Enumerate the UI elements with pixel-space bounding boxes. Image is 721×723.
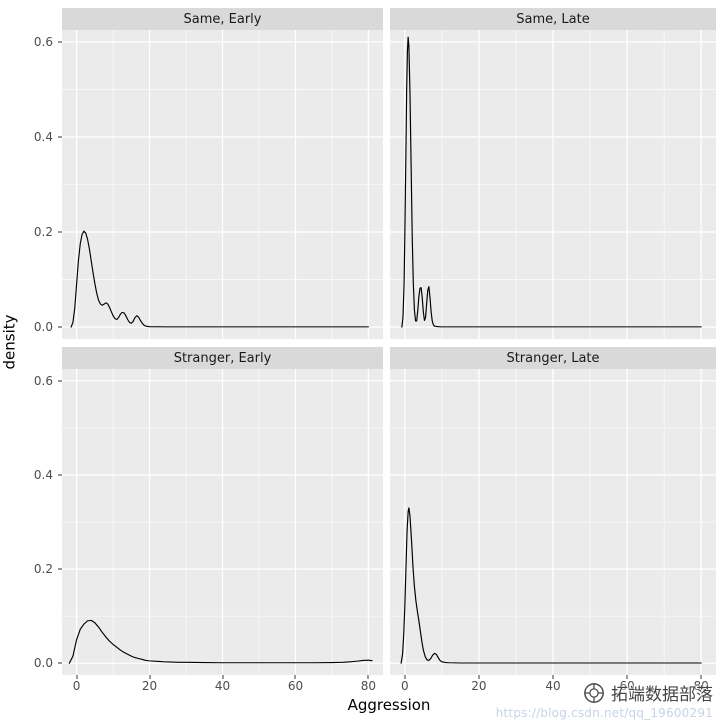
y-tick-label: 0.2 bbox=[33, 562, 53, 577]
x-tick-mark bbox=[367, 675, 369, 679]
x-tick-label: 20 bbox=[471, 679, 487, 693]
y-tick-label: 0.4 bbox=[33, 467, 53, 482]
facet-panel-stranger-late: Stranger, Late bbox=[390, 347, 716, 675]
x-tick-label: 0 bbox=[400, 679, 409, 693]
x-tick-label: 40 bbox=[545, 679, 561, 693]
facet-strip-label: Stranger, Late bbox=[506, 350, 600, 366]
plot-area-stranger-early bbox=[62, 369, 383, 675]
y-tick-label: 0.2 bbox=[33, 225, 53, 240]
watermark-url: https://blog.csdn.net/qq_19600291 bbox=[495, 706, 713, 720]
x-tick-mark bbox=[626, 675, 628, 679]
y-tick-mark bbox=[58, 41, 62, 43]
x-tick-mark bbox=[552, 675, 554, 679]
y-tick-label: 0.0 bbox=[33, 320, 53, 335]
y-tick-mark bbox=[58, 231, 62, 233]
x-tick-label: 40 bbox=[214, 679, 231, 693]
y-tick-mark bbox=[58, 474, 62, 476]
x-tick-mark bbox=[700, 675, 702, 679]
facet-panel-stranger-early: Stranger, Early bbox=[62, 347, 383, 675]
y-tick-mark bbox=[58, 662, 62, 664]
y-axis-ticks-row2: 0.0 0.2 0.4 0.6 bbox=[18, 369, 62, 675]
x-tick-label: 80 bbox=[360, 679, 377, 693]
y-axis-title-text: density bbox=[0, 314, 18, 369]
facet-strip-same-early: Same, Early bbox=[62, 8, 383, 30]
x-tick-mark bbox=[404, 675, 406, 679]
y-axis-ticks-row1: 0.0 0.2 0.4 0.6 bbox=[18, 30, 62, 339]
x-tick-label: 60 bbox=[619, 679, 635, 693]
x-tick-mark bbox=[478, 675, 480, 679]
facet-strip-same-late: Same, Late bbox=[390, 8, 716, 30]
x-tick-label: 80 bbox=[693, 679, 709, 693]
x-tick-label: 0 bbox=[72, 679, 81, 693]
facet-strip-label: Same, Early bbox=[183, 11, 262, 27]
plot-area-same-early bbox=[62, 30, 383, 339]
y-tick-mark bbox=[58, 326, 62, 328]
facet-panel-same-late: Same, Late bbox=[390, 8, 716, 339]
watermark-brand-row: 拓端数据部落 bbox=[496, 680, 713, 705]
plot-area-stranger-late bbox=[390, 369, 716, 675]
watermark-brand: 拓端数据部落 bbox=[611, 685, 713, 705]
x-tick-mark bbox=[294, 675, 296, 679]
x-axis-ticks-col1: 0 20 40 60 80 bbox=[62, 675, 383, 697]
plot-area-same-late bbox=[390, 30, 716, 339]
facet-strip-label: Stranger, Early bbox=[173, 350, 272, 366]
x-tick-mark bbox=[222, 675, 223, 679]
x-tick-label: 60 bbox=[287, 679, 304, 693]
density-curve-chart bbox=[62, 30, 383, 339]
x-axis-title: Aggression bbox=[347, 696, 431, 714]
y-tick-label: 0.6 bbox=[33, 373, 53, 388]
watermark-logo-icon bbox=[583, 682, 605, 704]
density-curve-chart bbox=[390, 369, 716, 675]
x-tick-label: 20 bbox=[141, 679, 158, 693]
x-tick-mark bbox=[76, 675, 78, 679]
x-tick-mark bbox=[149, 675, 151, 679]
facet-strip-stranger-early: Stranger, Early bbox=[62, 347, 383, 369]
y-tick-mark bbox=[58, 380, 62, 382]
y-axis-title: density bbox=[0, 8, 18, 675]
watermark: 拓端数据部落 https://blog.csdn.net/qq_19600291 bbox=[496, 680, 713, 720]
density-curve-chart bbox=[62, 369, 383, 675]
facet-strip-stranger-late: Stranger, Late bbox=[390, 347, 716, 369]
y-tick-label: 0.0 bbox=[33, 656, 53, 671]
facet-panel-same-early: Same, Early bbox=[62, 8, 383, 339]
density-curve-chart bbox=[390, 30, 716, 339]
y-tick-mark bbox=[58, 568, 62, 570]
y-tick-label: 0.4 bbox=[33, 129, 53, 144]
y-tick-mark bbox=[58, 136, 62, 138]
x-axis-ticks-col2: 0 20 40 60 80 bbox=[390, 675, 716, 697]
facet-strip-label: Same, Late bbox=[516, 11, 590, 27]
y-tick-label: 0.6 bbox=[33, 34, 53, 49]
